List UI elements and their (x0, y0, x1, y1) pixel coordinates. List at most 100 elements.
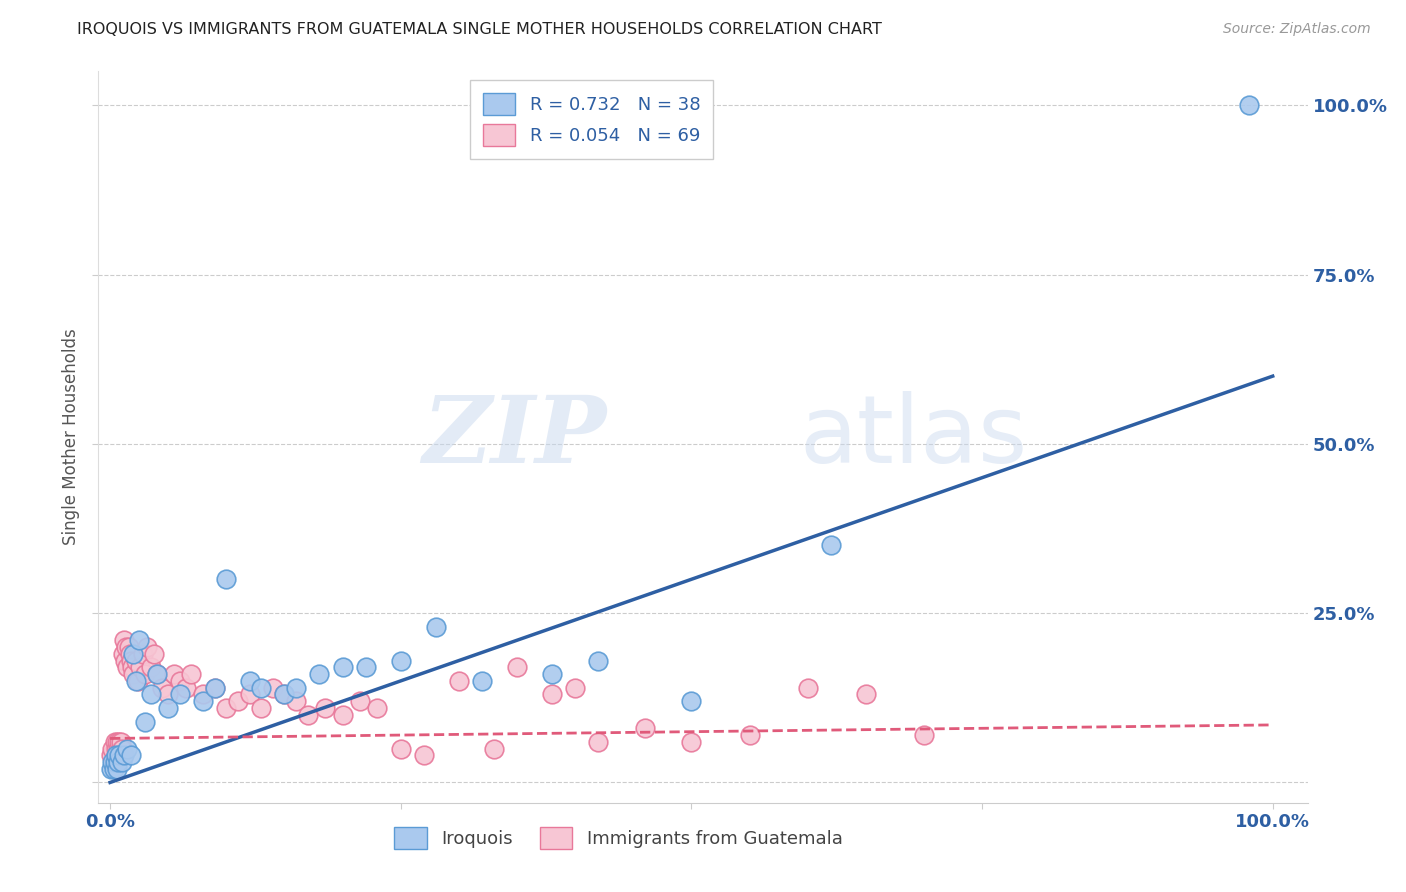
Legend: Iroquois, Immigrants from Guatemala: Iroquois, Immigrants from Guatemala (387, 820, 849, 856)
Point (108, 735, 131, 749)
Point (239, 673, 262, 688)
Text: IROQUOIS VS IMMIGRANTS FROM GUATEMALA SINGLE MOTHER HOUSEHOLDS CORRELATION CHART: IROQUOIS VS IMMIGRANTS FROM GUATEMALA SI… (77, 22, 882, 37)
Point (540, 667, 562, 681)
Point (103, 762, 125, 776)
Point (136, 640, 159, 654)
Point (285, 694, 308, 708)
Point (447, 673, 470, 688)
Point (169, 688, 191, 702)
Y-axis label: Single Mother Households: Single Mother Households (62, 329, 80, 545)
Point (540, 688, 562, 702)
Point (349, 694, 371, 708)
Point (820, 538, 842, 552)
Point (191, 694, 214, 708)
Point (139, 688, 162, 702)
Point (112, 748, 135, 763)
Point (250, 681, 273, 695)
Point (163, 667, 186, 681)
Point (471, 673, 494, 688)
Point (250, 701, 273, 715)
Text: Source: ZipAtlas.com: Source: ZipAtlas.com (1223, 22, 1371, 37)
Point (101, 741, 124, 756)
Point (122, 667, 145, 681)
Point (105, 762, 128, 776)
Point (105, 755, 128, 769)
Point (634, 721, 657, 735)
Point (389, 741, 412, 756)
Point (285, 681, 308, 695)
Point (332, 660, 354, 674)
Point (128, 633, 150, 648)
Point (108, 748, 131, 763)
Point (104, 755, 127, 769)
Point (180, 667, 202, 681)
Text: ZIP: ZIP (422, 392, 606, 482)
Point (354, 660, 377, 674)
Point (104, 748, 127, 763)
Point (107, 741, 129, 756)
Point (124, 673, 146, 688)
Point (506, 660, 529, 674)
Point (104, 735, 127, 749)
Point (122, 647, 145, 661)
Point (124, 654, 146, 668)
Point (120, 748, 142, 763)
Point (110, 735, 132, 749)
Point (143, 647, 166, 661)
Point (588, 735, 610, 749)
Point (226, 694, 249, 708)
Text: atlas: atlas (800, 391, 1028, 483)
Point (262, 681, 284, 695)
Point (111, 741, 134, 756)
Point (127, 673, 149, 688)
Point (912, 728, 935, 742)
Point (681, 735, 703, 749)
Point (855, 688, 877, 702)
Point (111, 647, 134, 661)
Point (111, 755, 134, 769)
Point (110, 741, 132, 756)
Point (100, 762, 122, 776)
Point (681, 694, 703, 708)
Point (139, 660, 162, 674)
Point (215, 572, 238, 586)
Point (1239, 98, 1261, 112)
Point (169, 673, 191, 688)
Point (134, 714, 156, 729)
Point (107, 748, 129, 763)
Point (131, 647, 153, 661)
Point (389, 654, 412, 668)
Point (120, 654, 142, 668)
Point (105, 735, 128, 749)
Point (482, 741, 505, 756)
Point (117, 741, 139, 756)
Point (118, 647, 141, 661)
Point (111, 748, 134, 763)
Point (366, 701, 388, 715)
Point (117, 660, 139, 674)
Point (118, 640, 141, 654)
Point (121, 660, 143, 674)
Point (796, 681, 818, 695)
Point (134, 667, 156, 681)
Point (273, 688, 295, 702)
Point (157, 688, 180, 702)
Point (564, 681, 586, 695)
Point (115, 640, 138, 654)
Point (150, 681, 173, 695)
Point (108, 748, 131, 763)
Point (425, 620, 447, 634)
Point (738, 728, 761, 742)
Point (145, 667, 167, 681)
Point (112, 633, 135, 648)
Point (588, 654, 610, 668)
Point (314, 701, 336, 715)
Point (104, 741, 127, 756)
Point (104, 748, 127, 763)
Point (215, 701, 238, 715)
Point (204, 681, 226, 695)
Point (273, 688, 295, 702)
Point (332, 707, 354, 722)
Point (174, 681, 197, 695)
Point (107, 755, 129, 769)
